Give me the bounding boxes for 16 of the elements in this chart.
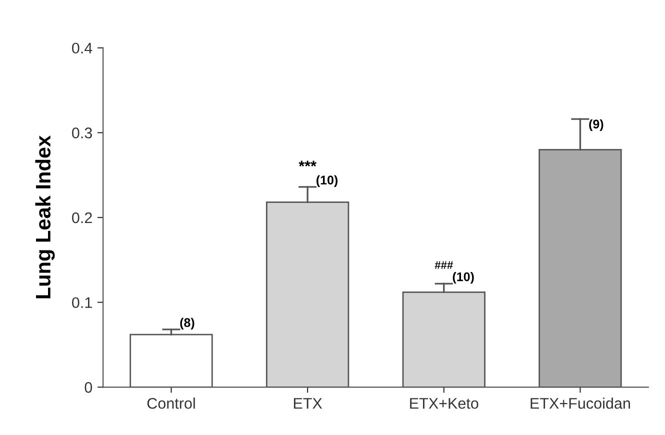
x-tick-label: ETX [294, 398, 322, 409]
annotation: ### [434, 261, 453, 269]
y-axis-title: Lung Leak Index [35, 135, 55, 298]
y-tick-label: 0.1 [72, 297, 92, 308]
annotation: *** [298, 160, 316, 166]
annotation: (9) [589, 119, 604, 131]
x-tick-label: ETX+Fucoidan [530, 398, 630, 409]
x-tick-label: ETX+Keto [410, 398, 478, 409]
y-tick-label: 0.3 [72, 128, 92, 138]
annotation: (10) [452, 272, 474, 284]
annotation: (10) [316, 175, 338, 187]
annotation: (8) [180, 318, 194, 330]
y-tick-label: 0.4 [72, 42, 92, 54]
y-tick-label: 0 [84, 382, 92, 393]
y-tick-label: 0.2 [72, 212, 92, 224]
x-tick-label: Control [147, 398, 195, 409]
